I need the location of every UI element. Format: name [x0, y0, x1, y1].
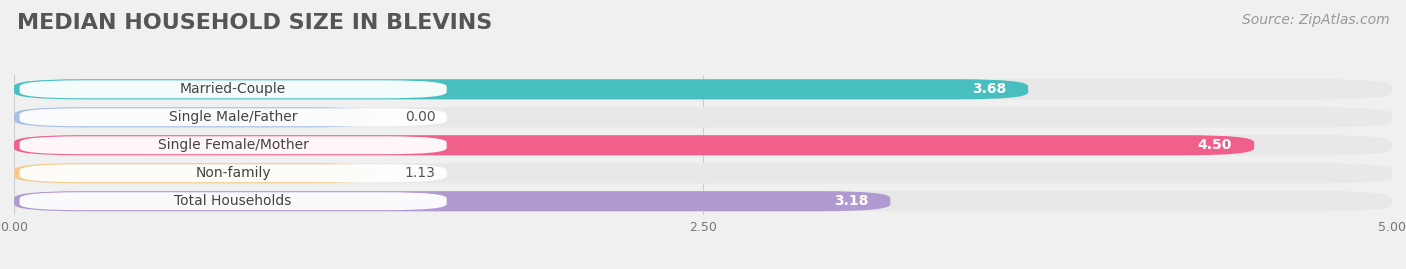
Text: Total Households: Total Households — [174, 194, 292, 208]
FancyBboxPatch shape — [20, 192, 447, 210]
FancyBboxPatch shape — [14, 163, 1392, 183]
FancyBboxPatch shape — [14, 107, 1392, 127]
FancyBboxPatch shape — [14, 79, 1392, 99]
Text: Married-Couple: Married-Couple — [180, 82, 287, 96]
Text: 3.68: 3.68 — [972, 82, 1007, 96]
FancyBboxPatch shape — [14, 163, 377, 183]
Text: MEDIAN HOUSEHOLD SIZE IN BLEVINS: MEDIAN HOUSEHOLD SIZE IN BLEVINS — [17, 13, 492, 33]
Text: Single Male/Father: Single Male/Father — [169, 110, 298, 124]
FancyBboxPatch shape — [20, 80, 447, 98]
FancyBboxPatch shape — [14, 135, 1254, 155]
Text: 4.50: 4.50 — [1198, 138, 1232, 152]
FancyBboxPatch shape — [14, 191, 890, 211]
FancyBboxPatch shape — [20, 136, 447, 154]
FancyBboxPatch shape — [14, 191, 1392, 211]
FancyBboxPatch shape — [14, 107, 377, 127]
Text: Source: ZipAtlas.com: Source: ZipAtlas.com — [1241, 13, 1389, 27]
Text: 1.13: 1.13 — [405, 166, 436, 180]
Text: Non-family: Non-family — [195, 166, 271, 180]
FancyBboxPatch shape — [14, 79, 1028, 99]
Text: 3.18: 3.18 — [834, 194, 869, 208]
Text: 0.00: 0.00 — [405, 110, 436, 124]
FancyBboxPatch shape — [20, 164, 447, 182]
FancyBboxPatch shape — [14, 135, 1392, 155]
FancyBboxPatch shape — [20, 108, 447, 126]
Text: Single Female/Mother: Single Female/Mother — [157, 138, 308, 152]
